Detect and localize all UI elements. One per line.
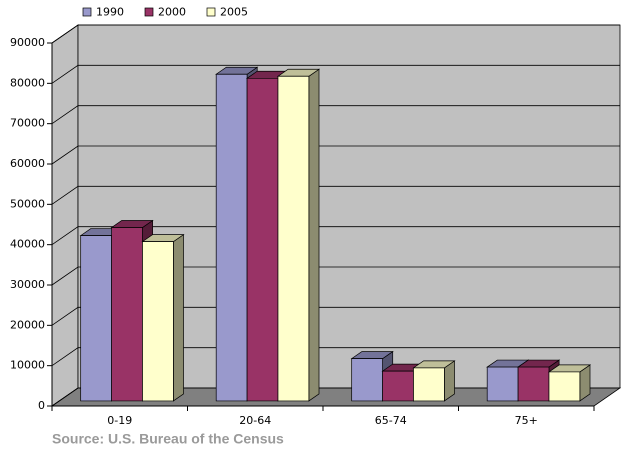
y-tick-label: 60000	[10, 157, 45, 170]
y-tick-label: 20000	[10, 318, 45, 331]
bar-front	[215, 73, 248, 402]
bar-front	[548, 371, 581, 402]
y-tick-label: 40000	[10, 238, 45, 251]
y-tick-label: 0	[38, 399, 45, 412]
y-tick-label: 30000	[10, 278, 45, 291]
x-tick-label: 20-64	[239, 414, 271, 427]
bar-front	[246, 77, 279, 402]
bar-front	[351, 358, 383, 402]
bar-front	[80, 235, 112, 402]
grid-line	[51, 226, 620, 245]
grid-line	[51, 64, 620, 84]
bar-front	[382, 370, 414, 402]
bar-front	[517, 366, 550, 402]
legend-swatch	[206, 7, 216, 17]
y-tick-label: 50000	[10, 197, 45, 210]
bar-side	[173, 233, 184, 402]
bar	[547, 364, 592, 402]
bar	[276, 68, 321, 402]
legend-label: 2005	[220, 6, 248, 19]
bar	[141, 233, 185, 402]
legend-swatch	[144, 7, 154, 17]
grid-line	[51, 24, 620, 44]
grid-line	[51, 185, 620, 205]
grid-line	[51, 145, 620, 165]
bar	[412, 360, 456, 402]
grid-line	[51, 306, 620, 326]
legend-label: 2000	[158, 6, 186, 19]
legend-swatch	[82, 7, 92, 17]
y-tick-label: 80000	[10, 76, 45, 89]
bar-front	[486, 366, 519, 402]
source-note: Source: U.S. Bureau of the Census	[52, 431, 284, 447]
grid-line	[51, 347, 620, 366]
grid-line	[51, 266, 620, 286]
bar-side	[308, 68, 320, 402]
bar-front	[142, 241, 174, 402]
legend-label: 1990	[96, 6, 124, 19]
x-tick-label: 0-19	[107, 414, 132, 427]
bar-front	[111, 227, 143, 402]
x-tick-label: 65-74	[375, 414, 407, 427]
grid-line	[51, 105, 620, 124]
x-tick-label: 75+	[515, 414, 538, 427]
bar-front	[413, 367, 445, 402]
bar-front	[277, 75, 310, 402]
side-wall	[51, 24, 79, 407]
y-tick-label: 70000	[10, 117, 45, 130]
y-tick-label: 90000	[10, 36, 45, 49]
y-tick-label: 10000	[10, 359, 45, 372]
